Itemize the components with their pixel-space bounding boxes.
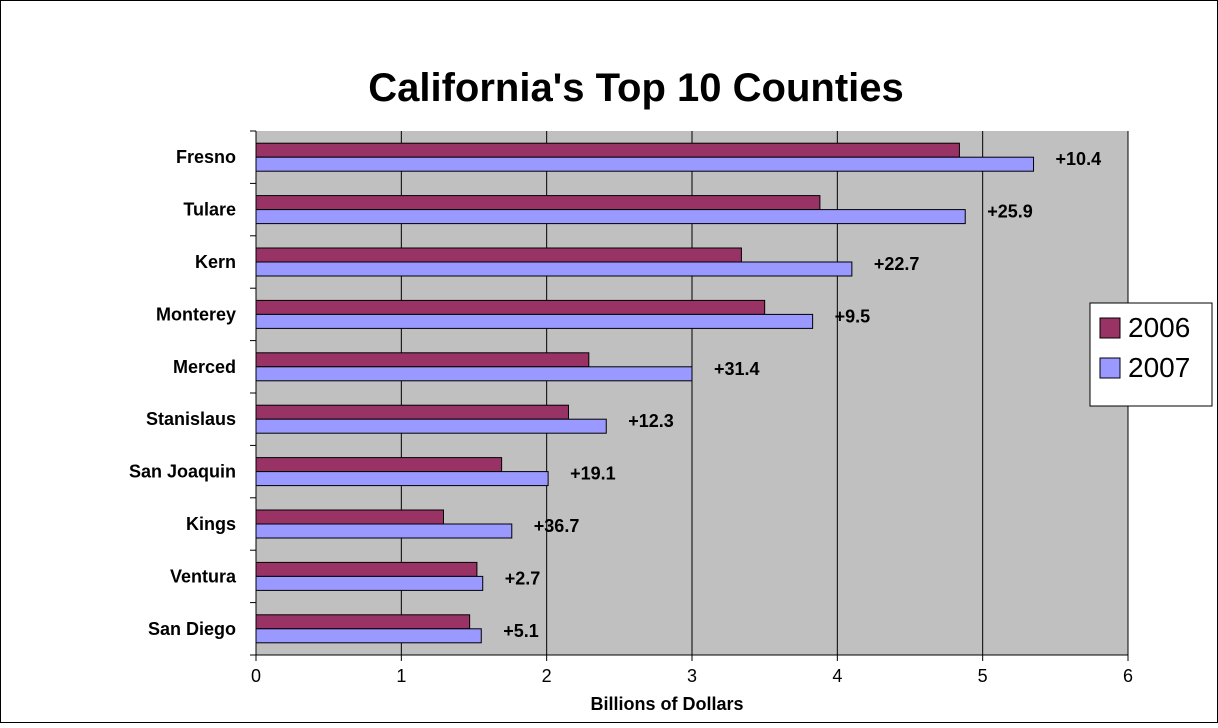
annotation-label: +25.9 bbox=[987, 202, 1033, 222]
bar-2007-tulare bbox=[255, 209, 966, 225]
bar-2007-ventura bbox=[255, 575, 484, 591]
bar-2006-kings bbox=[255, 509, 444, 525]
bar-2006-fresno bbox=[255, 142, 960, 158]
y-tick-label: Merced bbox=[173, 357, 236, 377]
annotation-label: +22.7 bbox=[874, 254, 920, 274]
legend-label-2007: 2007 bbox=[1128, 352, 1190, 383]
bar-2006-san-diego bbox=[255, 614, 471, 630]
annotation-label: +31.4 bbox=[714, 359, 760, 379]
bar-2007-kings bbox=[255, 523, 513, 539]
bar-2007-monterey bbox=[255, 313, 814, 329]
bar-2006-monterey bbox=[255, 299, 766, 315]
annotation-label: +19.1 bbox=[570, 464, 616, 484]
x-tick-label: 3 bbox=[687, 666, 697, 686]
bar-2007-fresno bbox=[255, 156, 1035, 172]
y-tick-label: Monterey bbox=[156, 304, 236, 324]
y-tick-label: Kern bbox=[195, 252, 236, 272]
annotation-label: +12.3 bbox=[628, 411, 674, 431]
annotation-label: +5.1 bbox=[503, 621, 539, 641]
annotation-label: +9.5 bbox=[835, 306, 871, 326]
y-tick-label: San Joaquin bbox=[129, 462, 236, 482]
bar-2007-merced bbox=[255, 366, 693, 382]
bar-2006-merced bbox=[255, 352, 590, 368]
bar-2006-kern bbox=[255, 247, 742, 263]
x-tick-label: 1 bbox=[396, 666, 406, 686]
x-tick-label: 6 bbox=[1123, 666, 1133, 686]
bar-2007-san-diego bbox=[255, 628, 482, 644]
annotations: +10.4 +25.9 +22.7 +9.5 +31.4 +12.3 +19.1 +36.7 +… bbox=[503, 149, 1101, 641]
chart-title: California's Top 10 Counties bbox=[368, 66, 904, 110]
x-axis: 0 1 2 3 4 5 6 bbox=[251, 654, 1133, 686]
y-axis: Fresno Tulare Kern Monterey Merced Stanislaus… bbox=[129, 130, 257, 656]
bars bbox=[255, 142, 1035, 644]
x-tick-label: 2 bbox=[542, 666, 552, 686]
x-tick-label: 0 bbox=[251, 666, 261, 686]
bar-2006-tulare bbox=[255, 195, 821, 211]
y-tick-label: Kings bbox=[186, 514, 236, 534]
bar-2007-san-joaquin bbox=[255, 471, 549, 487]
bar-2006-stanislaus bbox=[255, 404, 569, 420]
x-tick-label: 4 bbox=[832, 666, 842, 686]
bar-2006-san-joaquin bbox=[255, 457, 503, 473]
y-tick-label: Stanislaus bbox=[146, 409, 236, 429]
annotation-label: +36.7 bbox=[534, 516, 580, 536]
annotation-label: +2.7 bbox=[505, 568, 541, 588]
legend-swatch-2007 bbox=[1099, 357, 1121, 379]
legend-swatch-2006 bbox=[1099, 317, 1121, 339]
x-tick-label: 5 bbox=[978, 666, 988, 686]
bar-2007-stanislaus bbox=[255, 418, 607, 434]
y-tick-label: San Diego bbox=[148, 619, 236, 639]
bar-2007-kern bbox=[255, 261, 853, 277]
bar-2006-ventura bbox=[255, 561, 478, 577]
y-tick-label: Fresno bbox=[176, 147, 236, 167]
legend-label-2006: 2006 bbox=[1128, 312, 1190, 343]
annotation-label: +10.4 bbox=[1056, 149, 1102, 169]
y-tick-label: Tulare bbox=[183, 200, 236, 220]
x-axis-label: Billions of Dollars bbox=[590, 694, 743, 714]
legend: 2006 2007 bbox=[1089, 302, 1213, 407]
y-tick-label: Ventura bbox=[170, 566, 237, 586]
